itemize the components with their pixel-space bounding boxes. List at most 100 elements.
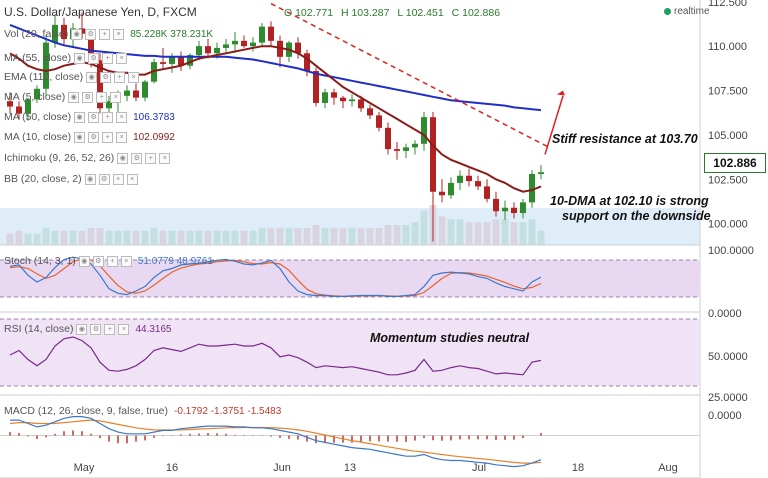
candle-body (232, 40, 238, 45)
legend-macd[interactable]: MACD (12, 26, close, 9, false, true) -0.1… (4, 405, 282, 417)
volume-bar (492, 219, 500, 245)
eye-icon[interactable]: ◉ (76, 323, 88, 335)
legend-ichimoku[interactable]: Ichimoku (9, 26, 52, 26) ◉ ⚙ + × (4, 152, 171, 164)
settings-icon[interactable]: ⚙ (98, 173, 110, 185)
candle-body (268, 26, 274, 41)
candle-body (340, 97, 346, 102)
close-icon[interactable]: × (116, 52, 128, 64)
candle-body (520, 202, 526, 214)
legend-ma55[interactable]: MA (55, close) ◉ ⚙ + × (4, 52, 128, 64)
close-icon[interactable]: × (110, 91, 122, 103)
oscillator-tick-label: 100.0000 (708, 245, 754, 257)
close-icon[interactable]: × (126, 173, 138, 185)
settings-icon[interactable]: ⚙ (92, 255, 104, 267)
add-icon[interactable]: + (102, 111, 114, 123)
eye-icon[interactable]: ◉ (74, 111, 86, 123)
volume-bar (474, 222, 482, 245)
last-price-tag: 102.886 (704, 153, 766, 173)
live-dot-icon (664, 7, 671, 15)
volume-bar (393, 225, 401, 245)
add-icon[interactable]: + (99, 28, 111, 40)
resistance-annotation: Stiff resistance at 103.70 (552, 132, 698, 146)
volume-bar (294, 227, 302, 245)
legend-rsi[interactable]: RSI (14, close) ◉ ⚙ + × 44.3165 (4, 323, 172, 335)
volume-bar (411, 222, 419, 245)
add-icon[interactable]: + (102, 131, 114, 143)
settings-icon[interactable]: ⚙ (85, 28, 97, 40)
volume-bar (249, 230, 257, 245)
low-value: L 102.451 (397, 7, 444, 19)
volume-bar (537, 230, 545, 245)
volume-bar (96, 227, 104, 245)
symbol-title: U.S. Dollar/Japanese Yen, D, FXCM (4, 5, 197, 19)
settings-icon[interactable]: ⚙ (88, 52, 100, 64)
candle-body (358, 99, 364, 109)
add-icon[interactable]: + (106, 255, 118, 267)
candle-body (169, 56, 175, 64)
eye-icon[interactable]: ◉ (117, 152, 129, 164)
time-axis: May 16 Jun 13 Jul 18 Aug (74, 462, 678, 474)
close-icon[interactable]: × (113, 28, 125, 40)
oscillator-tick-label: 0.0000 (708, 308, 742, 320)
candle-body (394, 149, 400, 151)
close-icon[interactable]: × (118, 323, 130, 335)
volume-bar (303, 227, 311, 245)
close-icon[interactable]: × (120, 255, 132, 267)
close-icon[interactable]: × (116, 131, 128, 143)
volume-bar (42, 227, 50, 245)
volume-bar (321, 227, 329, 245)
support-annotation-line1: 10-DMA at 102.10 is strong (550, 194, 709, 208)
volume-bar (258, 227, 266, 245)
settings-icon[interactable]: ⚙ (100, 71, 112, 83)
ma10-line (9, 45, 542, 193)
settings-icon[interactable]: ⚙ (82, 91, 94, 103)
volume-bar (312, 225, 320, 245)
volume-bar (366, 227, 374, 245)
candle-body (421, 117, 427, 144)
time-tick-label: 16 (166, 462, 178, 474)
eye-icon[interactable]: ◉ (74, 52, 86, 64)
add-icon[interactable]: + (112, 173, 124, 185)
eye-icon[interactable]: ◉ (86, 71, 98, 83)
candle-body (52, 24, 58, 43)
volume-bar (132, 230, 140, 245)
add-icon[interactable]: + (114, 71, 126, 83)
legend-bb[interactable]: BB (20, close, 2) ◉ ⚙ + × (4, 173, 138, 185)
price-tick-label: 107.500 (708, 86, 748, 98)
legend-vol[interactable]: Vol (20, false) ◉ ⚙ + × 85.228K 378.231K (4, 28, 214, 40)
price-axis: 112.500 110.000 107.500 105.000 102.500 100.0… (708, 0, 754, 422)
settings-icon[interactable]: ⚙ (131, 152, 143, 164)
legend-ma10[interactable]: MA (10, close) ◉ ⚙ + × 102.0992 (4, 131, 175, 143)
eye-icon[interactable]: ◉ (68, 91, 80, 103)
close-icon[interactable]: × (116, 111, 128, 123)
settings-icon[interactable]: ⚙ (90, 323, 102, 335)
add-icon[interactable]: + (96, 91, 108, 103)
volume-bar (231, 230, 239, 245)
volume-bar (87, 227, 95, 245)
volume-bar (501, 219, 509, 245)
eye-icon[interactable]: ◉ (71, 28, 83, 40)
close-icon[interactable]: × (159, 152, 171, 164)
volume-bar (330, 227, 338, 245)
legend-ma50[interactable]: MA (50, close) ◉ ⚙ + × 106.3783 (4, 111, 175, 123)
legend-stoch[interactable]: Stoch (14, 3, 1) ◉ ⚙ + × 51.0779 48.9761 (4, 255, 213, 267)
add-icon[interactable]: + (104, 323, 116, 335)
macd-line (10, 416, 542, 468)
candle-body (250, 42, 256, 47)
oscillator-panes (0, 256, 700, 468)
settings-icon[interactable]: ⚙ (88, 131, 100, 143)
eye-icon[interactable]: ◉ (84, 173, 96, 185)
add-icon[interactable]: + (102, 52, 114, 64)
candle-body (313, 71, 319, 103)
legend-ema110[interactable]: EMA (110, close) ◉ ⚙ + × (4, 71, 140, 83)
close-icon[interactable]: × (128, 71, 140, 83)
add-icon[interactable]: + (145, 152, 157, 164)
macd-signal-line (9, 419, 542, 464)
volume-bar (348, 227, 356, 245)
eye-icon[interactable]: ◉ (78, 255, 90, 267)
volume-bars (0, 205, 700, 245)
eye-icon[interactable]: ◉ (74, 131, 86, 143)
legend-ma5[interactable]: MA (5, close) ◉ ⚙ + × (4, 91, 122, 103)
settings-icon[interactable]: ⚙ (88, 111, 100, 123)
volume-bar (204, 230, 212, 245)
